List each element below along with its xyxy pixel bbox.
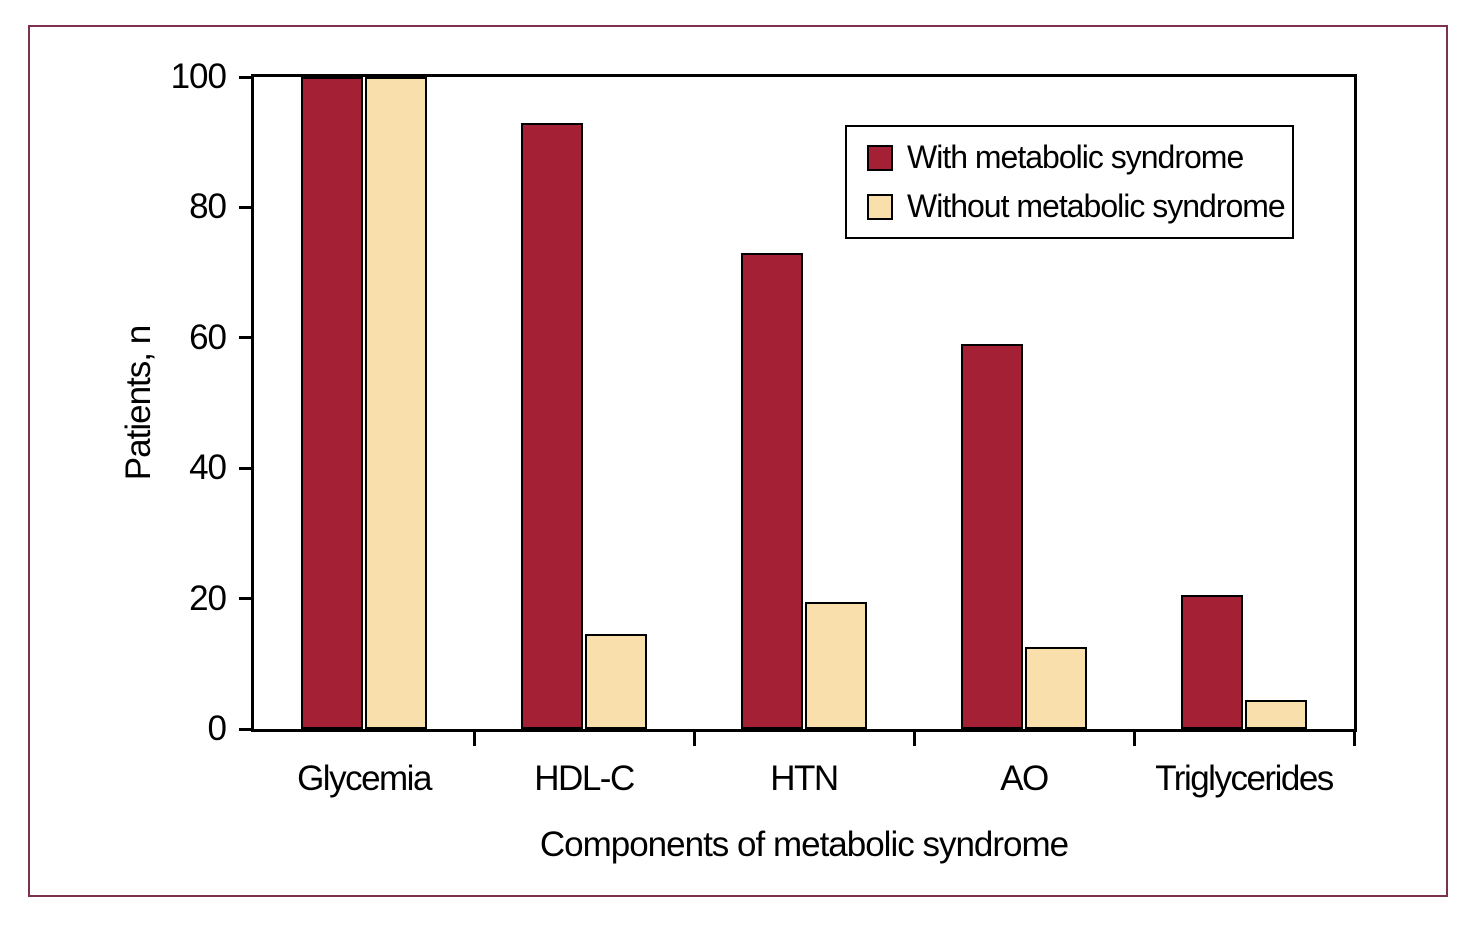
y-tick-label: 80: [189, 187, 227, 226]
x-category-label: HTN: [770, 759, 839, 798]
legend-swatch-without-icon: [867, 193, 893, 220]
legend-swatch-with-icon: [867, 144, 893, 171]
y-tick: [239, 76, 251, 79]
legend-item-with: With metabolic syndrome: [867, 139, 1292, 176]
y-axis-title: Patients, n: [94, 77, 184, 729]
x-tick: [693, 732, 696, 746]
bar: [741, 253, 803, 729]
bar: [365, 77, 427, 729]
y-tick-label: 40: [189, 448, 227, 487]
bar: [1181, 595, 1243, 729]
x-category-label: HDL-C: [534, 759, 635, 798]
x-category-label: Triglycerides: [1155, 759, 1334, 798]
bar: [301, 77, 363, 729]
bar: [961, 344, 1023, 729]
y-tick: [239, 336, 251, 339]
legend-label-with: With metabolic syndrome: [907, 139, 1244, 175]
legend: With metabolic syndrome Without metaboli…: [845, 125, 1294, 239]
legend-label-without: Without metabolic syndrome: [907, 188, 1286, 224]
y-tick-label: 60: [189, 318, 227, 357]
x-tick: [913, 732, 916, 746]
y-tick: [239, 206, 251, 209]
y-tick-label: 20: [189, 579, 227, 618]
y-tick-label: 100: [170, 57, 227, 96]
x-axis-title: Components of metabolic syndrome: [539, 825, 1069, 864]
legend-item-without: Without metabolic syndrome: [867, 188, 1292, 225]
figure-border: 0 20 40 60 80 100 Glycemia HDL-C HTN AO Triglycer…: [28, 25, 1448, 897]
plot-area: 0 20 40 60 80 100 Glycemia HDL-C HTN AO Triglycer…: [119, 57, 1357, 864]
x-category-label: Glycemia: [297, 759, 432, 798]
x-tick: [1353, 732, 1356, 746]
x-category-label: AO: [1000, 759, 1049, 798]
y-tick: [239, 728, 251, 731]
y-axis-title-text: Patients, n: [119, 325, 159, 481]
y-tick: [239, 597, 251, 600]
x-tick: [1133, 732, 1136, 746]
x-tick: [473, 732, 476, 746]
y-tick: [239, 467, 251, 470]
bar: [1245, 700, 1307, 729]
plot-inner: 0 20 40 60 80 100 Glycemia HDL-C HTN AO Triglycer…: [119, 57, 1356, 864]
bar: [805, 602, 867, 729]
bar: [1025, 647, 1087, 729]
bar: [521, 123, 583, 729]
y-tick-label: 0: [207, 709, 227, 748]
bar: [585, 634, 647, 729]
